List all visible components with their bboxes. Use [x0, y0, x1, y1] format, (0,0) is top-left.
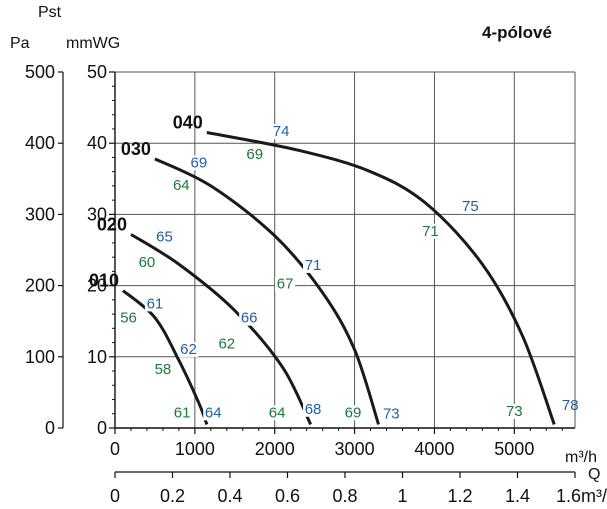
m3h-tick-label: 0	[110, 439, 120, 459]
m3s-tick-label: 1	[397, 486, 407, 506]
x-axis-unit-m3h: m³/h	[565, 449, 597, 466]
annotation-bg	[178, 341, 199, 357]
m3h-tick-label: 4000	[414, 439, 454, 459]
annotation-label: 69	[246, 146, 263, 163]
annotation-bg	[275, 276, 296, 292]
annotation-bg	[244, 146, 265, 162]
annotation-bg	[144, 296, 165, 312]
curve-030	[154, 157, 380, 425]
annotation-bg	[136, 255, 157, 271]
annotation-bg	[239, 310, 260, 326]
pa-tick-label: 500	[25, 62, 55, 82]
m3s-tick-label: 0.6	[275, 486, 300, 506]
annotation-label: 64	[173, 177, 190, 194]
mmwg-tick-label: 0	[97, 418, 107, 438]
annotation-label: 65	[156, 228, 173, 245]
annotation-label: 71	[305, 257, 322, 274]
curve-040	[206, 131, 556, 425]
x-axis-label-q: Q	[588, 466, 600, 483]
curve-name-030: 030	[121, 139, 151, 159]
m3s-tick-label: 0.4	[217, 486, 242, 506]
annotation-label: 69	[345, 404, 362, 421]
annotation-bg	[152, 361, 173, 377]
annotation-label: 61	[174, 404, 191, 421]
pa-tick-label: 400	[25, 133, 55, 153]
annotation-bg	[203, 405, 224, 421]
x-axis-unit-m3s: 1.6m³/s	[556, 486, 607, 506]
annotation-label: 73	[506, 403, 523, 420]
annotation-label: 69	[191, 154, 208, 171]
annotation-bg	[154, 229, 175, 245]
pa-tick-label: 100	[25, 347, 55, 367]
annotation-bg	[303, 401, 324, 417]
annotation-label: 62	[218, 335, 235, 352]
y-axis-unit-pa: Pa	[10, 35, 30, 52]
mmwg-tick-label: 40	[87, 133, 107, 153]
annotation-label: 66	[241, 310, 258, 327]
annotation-label: 74	[273, 123, 290, 140]
y-axis-label-pst: Pst	[38, 4, 62, 21]
annotation-bg	[381, 406, 402, 422]
curve-name-040: 040	[173, 113, 203, 133]
chart-title: 4-pólové	[482, 23, 552, 42]
annotation-bg	[216, 336, 237, 352]
annotation-label: 73	[383, 406, 400, 423]
m3h-tick-label: 1000	[175, 439, 215, 459]
mmwg-tick-label: 10	[87, 347, 107, 367]
m3s-tick-label: 0.2	[160, 486, 185, 506]
annotation-bg	[271, 124, 292, 140]
annotation-label: 75	[462, 198, 479, 215]
curve-020	[130, 233, 313, 426]
annotation-bg	[342, 405, 363, 421]
annotation-label: 78	[562, 397, 579, 414]
annotation-label: 58	[155, 361, 172, 378]
pa-tick-label: 200	[25, 276, 55, 296]
m3s-tick-label: 0.8	[332, 486, 357, 506]
annotation-bg	[504, 403, 525, 419]
m3h-tick-label: 5000	[494, 439, 534, 459]
annotation-label: 60	[139, 254, 156, 271]
pa-tick-label: 0	[45, 418, 55, 438]
annotation-label: 62	[180, 341, 197, 358]
annotation-label: 64	[269, 404, 286, 421]
annotation-bg	[171, 178, 192, 194]
m3h-tick-label: 2000	[255, 439, 295, 459]
y-axis-unit-mmwg: mmWG	[66, 35, 120, 52]
m3h-tick-label: 3000	[335, 439, 375, 459]
annotation-bg	[188, 155, 209, 171]
annotation-bg	[460, 198, 481, 214]
mmwg-tick-label: 30	[87, 204, 107, 224]
annotation-label: 61	[147, 295, 164, 312]
annotation-label: 56	[120, 310, 137, 327]
m3s-tick-label: 1.4	[505, 486, 530, 506]
annotation-label: 71	[422, 223, 439, 240]
pa-tick-label: 300	[25, 204, 55, 224]
annotation-bg	[420, 223, 441, 239]
annotation-label: 67	[277, 275, 294, 292]
annotation-label: 64	[205, 404, 222, 421]
annotation-bg	[267, 405, 288, 421]
m3s-tick-label: 0	[110, 486, 120, 506]
curve-name-020: 020	[97, 214, 127, 234]
annotation-label: 68	[305, 401, 322, 418]
annotation-bg	[118, 310, 139, 326]
m3s-tick-label: 1.2	[447, 486, 472, 506]
annotation-bg	[303, 257, 324, 273]
mmwg-tick-label: 20	[87, 276, 107, 296]
annotation-bg	[172, 405, 193, 421]
mmwg-tick-label: 50	[87, 62, 107, 82]
